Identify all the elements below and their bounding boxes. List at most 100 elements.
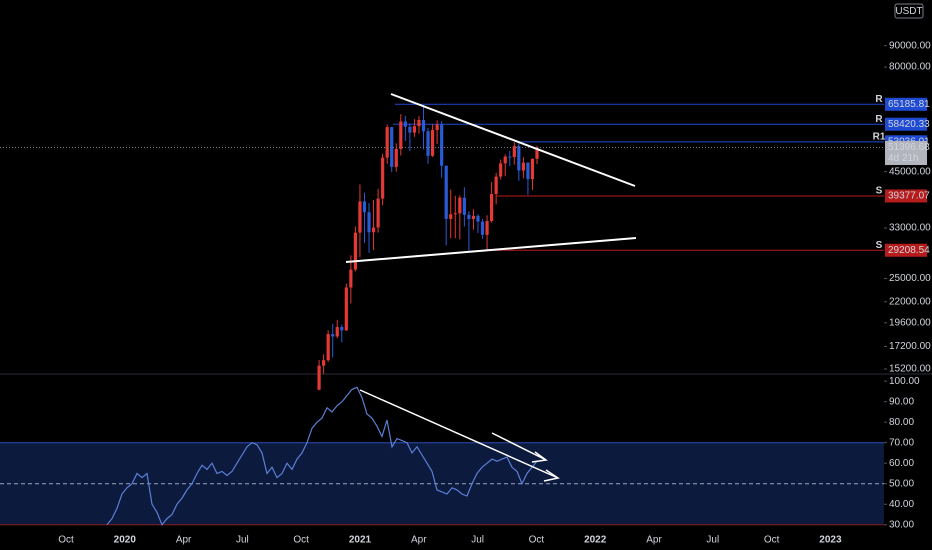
candle-body [494, 176, 498, 195]
level-tag: S [876, 240, 883, 251]
candle-body [317, 365, 321, 390]
y-tick-label: 45000.00 [889, 166, 931, 177]
unit-label: USDT [895, 6, 922, 17]
y-tick-label: 80.00 [889, 417, 914, 428]
candle-body [471, 215, 476, 219]
candle-body [371, 227, 376, 233]
candle-body [435, 124, 439, 130]
candle-body [367, 212, 371, 233]
y-tick-label: 90.00 [889, 396, 914, 407]
candle-body [322, 360, 326, 366]
level-tag: R1 [873, 131, 886, 142]
candle-body [480, 221, 485, 235]
x-tick-label: Oct [58, 535, 74, 546]
candle-body [508, 156, 512, 158]
candle-body [458, 197, 462, 214]
x-tick-label: Jul [236, 535, 249, 546]
x-tick-label: Oct [764, 535, 780, 546]
x-tick-label: Apr [646, 535, 662, 546]
candle-body [390, 127, 394, 167]
x-tick-label: Oct [293, 535, 309, 546]
candle-body [430, 129, 435, 156]
candle-body [399, 121, 403, 149]
x-tick-label: Jul [706, 535, 719, 546]
y-tick-label: 17200.00 [889, 341, 931, 352]
arrow [359, 389, 560, 482]
candle-body [512, 146, 516, 157]
y-tick-label: 33000.00 [889, 223, 931, 234]
plot: 15200.00 17200.00 19600.00 22000.00 25000.00… [0, 40, 931, 546]
y-tick-label: 50.00 [889, 478, 914, 489]
arrow [491, 432, 548, 463]
candle-body [349, 269, 353, 288]
level-box [885, 97, 927, 111]
y-tick-label: 70.00 [889, 437, 914, 448]
x-tick-label: Oct [529, 535, 545, 546]
x-tick-label: Jul [471, 535, 484, 546]
candle-body [335, 327, 339, 337]
y-tick-label: 15200.00 [889, 364, 931, 375]
price-box [885, 141, 927, 166]
candle-body [517, 146, 521, 171]
countdown: 4d 21h [888, 153, 919, 164]
x-tick-label: 2020 [114, 535, 137, 546]
y-tick-label: 90000.00 [889, 40, 931, 51]
level-label: 29208.54 [888, 245, 930, 256]
level-label: 58420.33 [888, 119, 930, 130]
rsi-drawings [359, 389, 560, 482]
candle-body [535, 147, 539, 159]
candle-body [362, 201, 367, 213]
candle-body [503, 156, 507, 164]
candle-body [467, 214, 471, 219]
candle-body [485, 221, 489, 235]
level-tag: R [875, 114, 883, 125]
y-tick-label: 19600.00 [889, 317, 931, 328]
candle-body [453, 213, 457, 215]
x-tick-label: 2022 [584, 535, 607, 546]
y-tick-label: 22000.00 [889, 296, 931, 307]
y-tick-label: 100.00 [889, 376, 920, 387]
candle-body [426, 131, 430, 156]
x-tick-label: 2023 [819, 535, 842, 546]
level-box [885, 117, 927, 131]
candle-body [344, 287, 348, 331]
level-label: 65185.81 [888, 99, 930, 110]
candle-body [331, 334, 335, 337]
unit-box [894, 3, 924, 19]
candle-body [381, 157, 385, 199]
candle-body [353, 232, 357, 270]
y-tick-label: 80000.00 [889, 62, 931, 73]
trendline [345, 237, 637, 263]
candle-body [394, 148, 398, 167]
candle-body [462, 197, 466, 215]
candle-body [476, 215, 480, 222]
candle-body [385, 127, 389, 158]
candle-body [449, 214, 453, 219]
candle-body [326, 334, 330, 361]
y-tick-label: 30.00 [889, 519, 914, 530]
candle-body [440, 124, 444, 166]
candle-body [490, 194, 494, 222]
candle-body [530, 158, 535, 180]
candle-body [444, 165, 448, 219]
y-tick-label: 25000.00 [889, 273, 931, 284]
candle-body [526, 162, 530, 180]
candle-body [421, 119, 426, 132]
level-tag: R [875, 94, 883, 105]
trendline [390, 93, 636, 187]
price-label: 51396.68 [888, 142, 930, 153]
x-tick-label: Apr [411, 535, 427, 546]
level-label: 39377.07 [888, 191, 930, 202]
y-tick-label: 40.00 [889, 499, 914, 510]
rsi-line [106, 386, 538, 526]
level-box [885, 243, 927, 257]
candle-body [417, 119, 421, 127]
candle-body [358, 201, 362, 233]
candle-body [376, 198, 380, 228]
x-tick-label: 2021 [349, 535, 372, 546]
candle-body [340, 327, 344, 331]
candle-body [403, 121, 407, 127]
x-tick-label: Apr [176, 535, 192, 546]
candle-body [412, 126, 417, 133]
